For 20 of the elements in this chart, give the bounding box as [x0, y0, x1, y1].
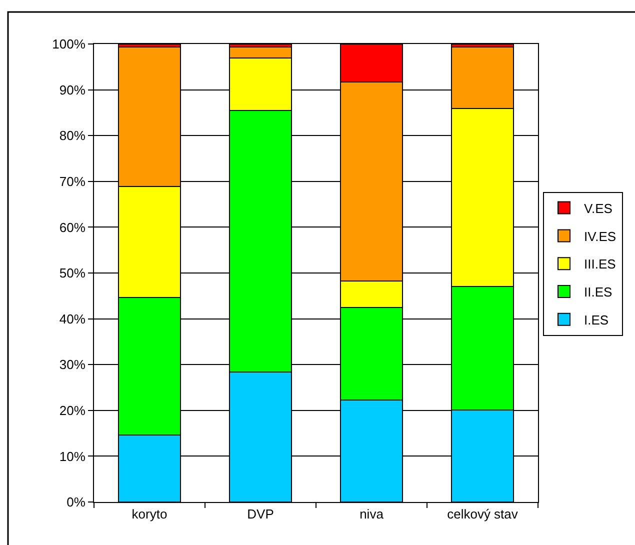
y-tick-label: 0%: [66, 494, 86, 510]
legend-label: I.ES: [584, 312, 609, 328]
y-tick-label: 20%: [59, 402, 86, 418]
x-tick-label: koryto: [132, 506, 168, 522]
x-tick-label: celkový stav: [447, 506, 518, 522]
y-tick-label: 90%: [59, 82, 86, 98]
x-tick-label: DVP: [247, 506, 274, 522]
legend-label: IV.ES: [584, 228, 616, 244]
y-tick-label: 100%: [52, 36, 86, 52]
legend-label: V.ES: [584, 200, 613, 216]
y-tick-label: 70%: [59, 174, 86, 189]
y-tick-label: 30%: [59, 357, 86, 372]
y-tick-label: 40%: [59, 311, 86, 326]
legend-label: III.ES: [584, 256, 616, 272]
y-tick-label: 80%: [59, 128, 86, 144]
y-tick-label: 10%: [59, 448, 86, 464]
y-tick-label: 50%: [59, 266, 86, 281]
legend-label: II.ES: [584, 284, 613, 300]
x-tick-label: niva: [360, 506, 384, 522]
y-tick-label: 60%: [59, 220, 86, 235]
